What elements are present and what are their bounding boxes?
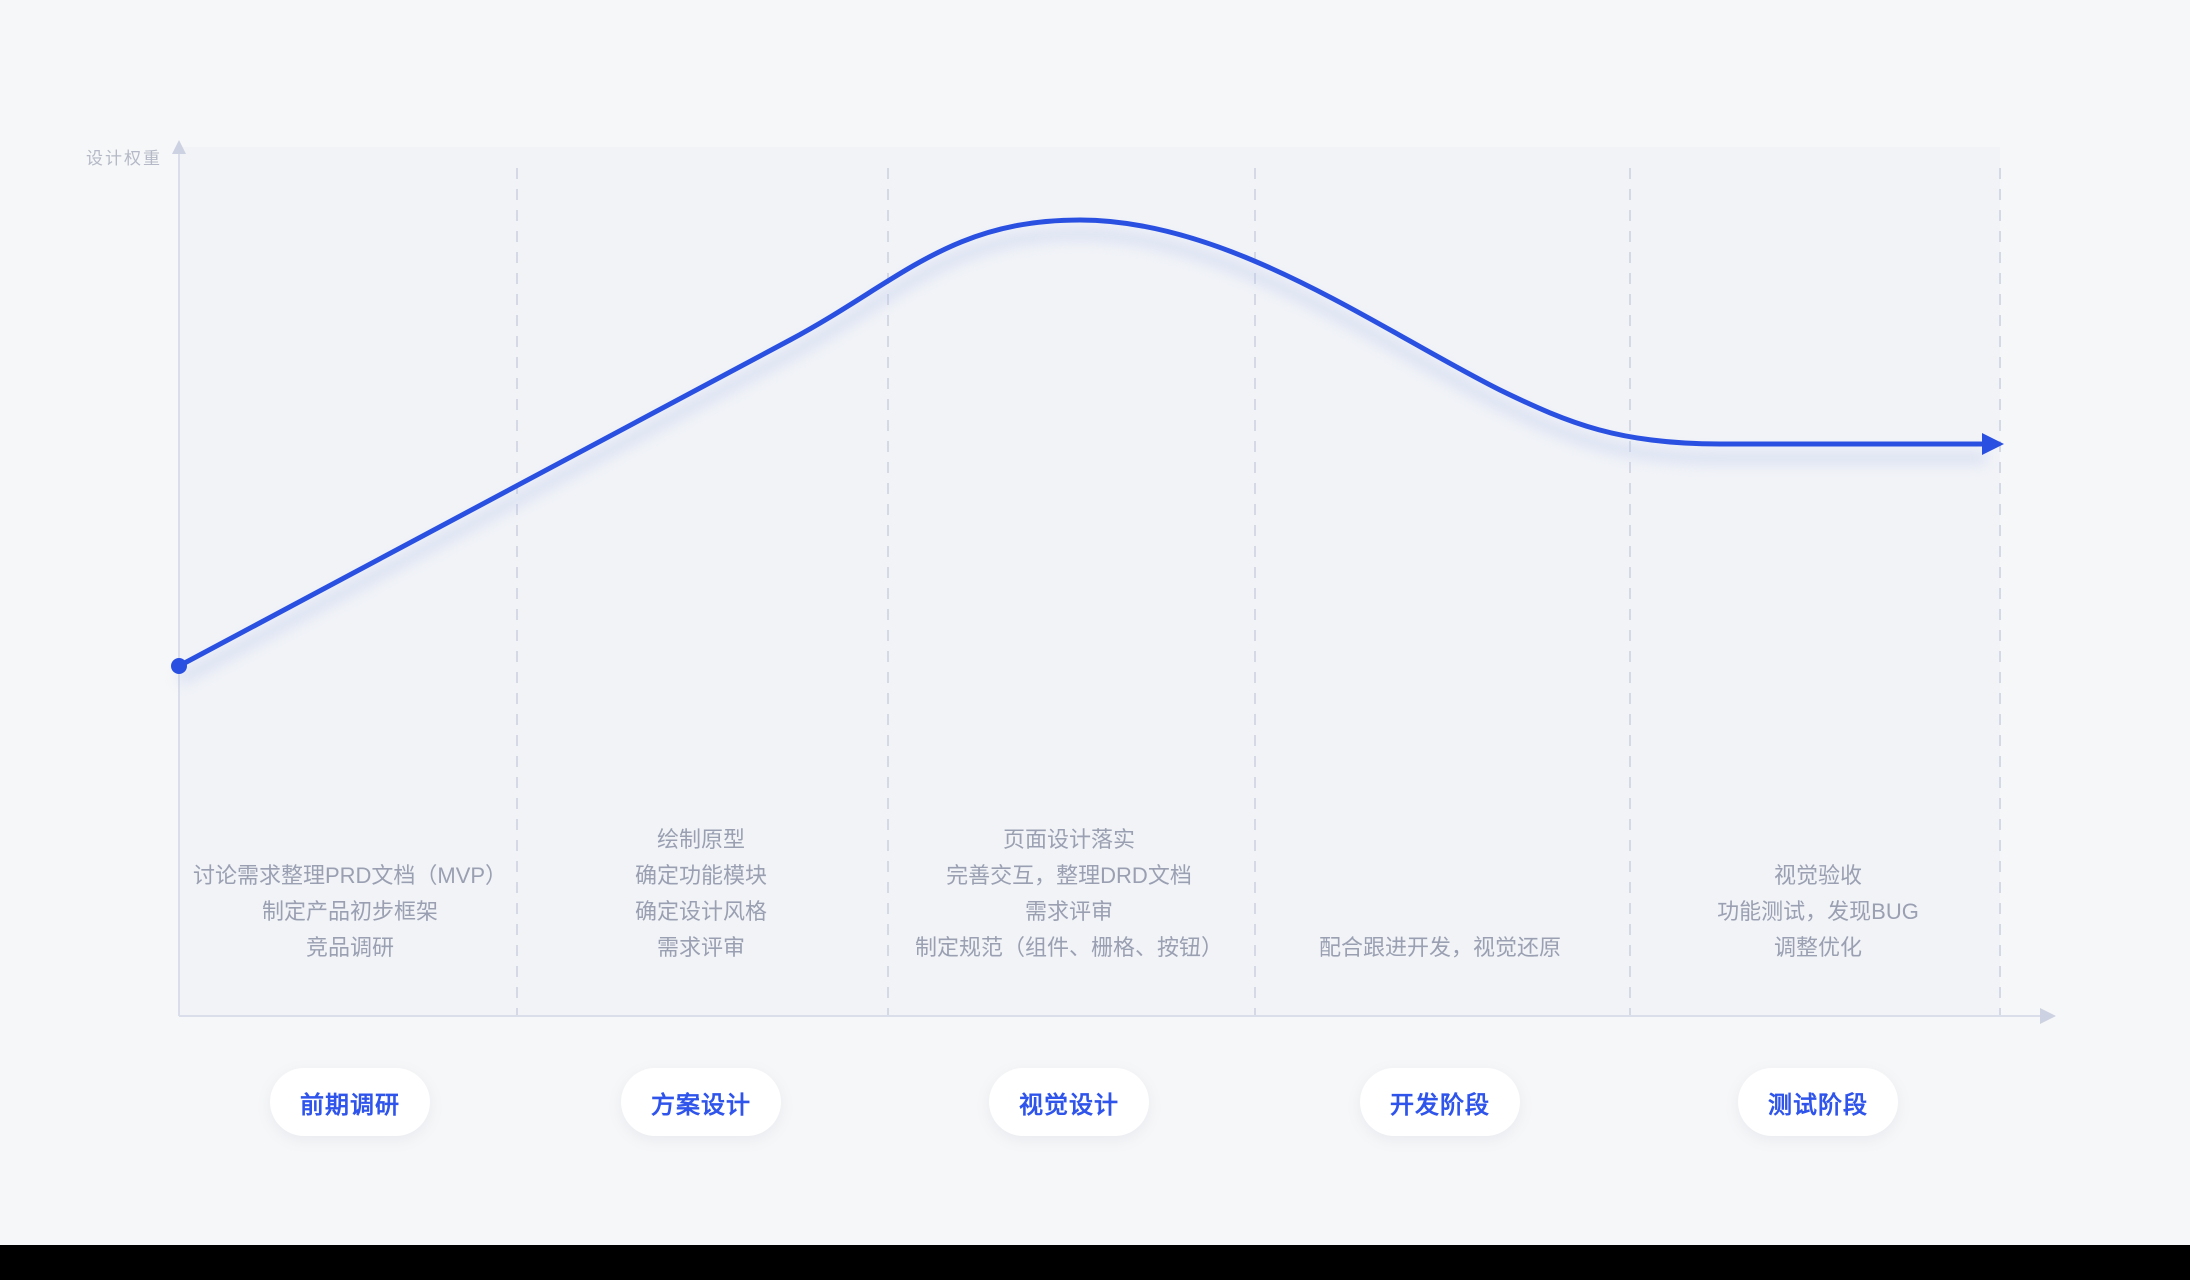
curve-shadow bbox=[176, 229, 1986, 684]
task-line: 确定功能模块 bbox=[634, 863, 767, 888]
phase-pill-development: 开发阶段 bbox=[1360, 1068, 1520, 1136]
curve-start-dot bbox=[171, 658, 187, 674]
task-line: 制定产品初步框架 bbox=[261, 899, 438, 924]
task-block-phase-5: 视觉验收 功能测试，发现BUG 调整优化 bbox=[1578, 858, 2058, 966]
task-line: 视觉验收 bbox=[1773, 863, 1862, 888]
task-line: 功能测试，发现BUG bbox=[1717, 899, 1919, 924]
task-line: 需求评审 bbox=[1024, 899, 1113, 924]
task-line: 制定规范（组件、栅格、按钮） bbox=[914, 935, 1223, 960]
y-axis bbox=[172, 140, 186, 1016]
task-line: 调整优化 bbox=[1773, 935, 1862, 960]
task-block-phase-2: 绘制原型 确定功能模块 确定设计风格 需求评审 bbox=[461, 822, 941, 966]
x-axis bbox=[179, 1008, 2056, 1024]
phase-pill-visual: 视觉设计 bbox=[989, 1068, 1149, 1136]
task-line: 完善交互，整理DRD文档 bbox=[946, 863, 1192, 888]
phase-separator-lines bbox=[516, 168, 2001, 1016]
design-weight-curve bbox=[176, 217, 1987, 669]
task-line: 配合跟进开发，视觉还原 bbox=[1318, 935, 1561, 960]
task-block-phase-3: 页面设计落实 完善交互，整理DRD文档 需求评审 制定规范（组件、栅格、按钮） bbox=[829, 822, 1309, 966]
phase-pill-testing: 测试阶段 bbox=[1738, 1068, 1898, 1136]
plot-area bbox=[179, 147, 2000, 1016]
task-line: 需求评审 bbox=[656, 935, 745, 960]
task-line: 确定设计风格 bbox=[634, 899, 767, 924]
bottom-letterbox-bar bbox=[0, 1245, 2190, 1280]
task-line: 页面设计落实 bbox=[1002, 827, 1135, 852]
phase-pill-research: 前期调研 bbox=[270, 1068, 430, 1136]
curve-arrowhead-icon bbox=[1982, 433, 2004, 455]
task-line: 讨论需求整理PRD文档（MVP） bbox=[192, 863, 508, 888]
task-line: 绘制原型 bbox=[656, 827, 745, 852]
task-line: 竞品调研 bbox=[305, 935, 394, 960]
task-block-phase-1: 讨论需求整理PRD文档（MVP） 制定产品初步框架 竞品调研 bbox=[110, 858, 590, 966]
phase-pill-scheme: 方案设计 bbox=[621, 1068, 781, 1136]
y-axis-label: 设计权重 bbox=[86, 149, 162, 168]
task-block-phase-4: 配合跟进开发，视觉还原 bbox=[1200, 930, 1680, 966]
